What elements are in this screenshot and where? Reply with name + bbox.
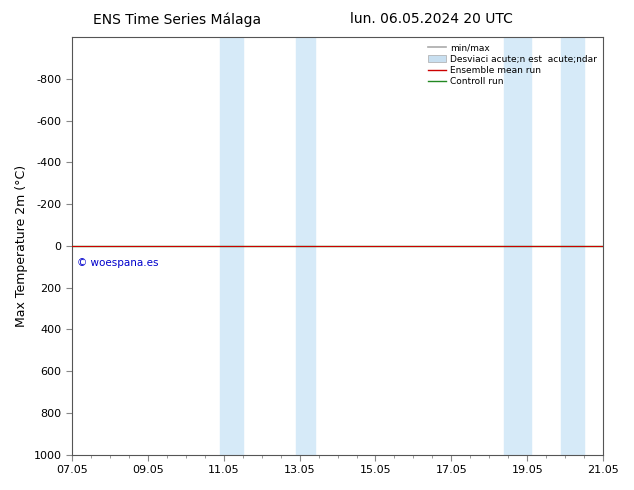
Bar (505, 37, 531, 455)
Text: © woespana.es: © woespana.es (77, 258, 158, 269)
Y-axis label: Max Temperature 2m (°C): Max Temperature 2m (°C) (15, 165, 28, 327)
Bar (561, 37, 584, 455)
Text: ENS Time Series Málaga: ENS Time Series Málaga (93, 12, 262, 27)
Legend: min/max, Desviaci acute;n est  acute;ndar, Ensemble mean run, Controll run: min/max, Desviaci acute;n est acute;ndar… (427, 42, 598, 88)
Text: lun. 06.05.2024 20 UTC: lun. 06.05.2024 20 UTC (350, 12, 512, 26)
Bar (296, 37, 315, 455)
Bar (220, 37, 243, 455)
